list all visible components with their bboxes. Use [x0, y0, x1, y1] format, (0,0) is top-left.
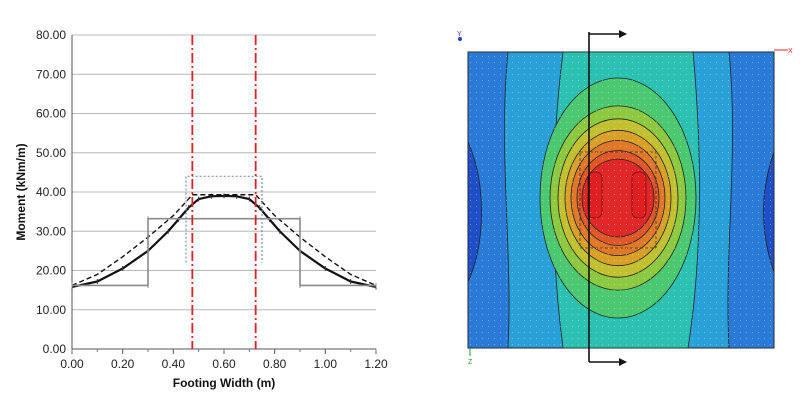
y-tick-label: 20.00 — [36, 264, 66, 278]
y-tick-label: 0.00 — [43, 342, 67, 356]
x-axis-triad-label: X — [788, 48, 793, 55]
x-axis-title: Footing Width (m) — [173, 376, 276, 390]
y-tick-label: 60.00 — [36, 107, 66, 121]
contour-field — [467, 51, 775, 349]
x-tick-label: 1.20 — [364, 357, 388, 371]
y-axis-title: Moment (kNm/m) — [14, 143, 28, 240]
y-axis-triad-label: Y — [457, 31, 462, 38]
moment-chart: 0.00 10.00 20.00 30.00 40.00 50.00 60.00 70.00 8… — [14, 28, 388, 390]
section-arrowhead-bottom — [619, 358, 627, 366]
y-tick-label: 50.00 — [36, 146, 66, 160]
series-dotted-step-line — [185, 175, 263, 263]
contour-annotations: Y X Z — [457, 30, 793, 366]
y-tick-label: 30.00 — [36, 224, 66, 238]
series-grey-step-line — [72, 217, 376, 287]
y-axis-triad-dot — [458, 37, 462, 41]
z-axis-triad-label: Z — [468, 359, 473, 366]
y-tick-label: 80.00 — [36, 28, 66, 42]
plot-area: 0.00 10.00 20.00 30.00 40.00 50.00 60.00 70.00 8… — [36, 28, 388, 371]
x-tick-label: 0.00 — [60, 357, 84, 371]
section-arrowhead-top — [619, 30, 627, 38]
x-tick-label: 0.60 — [212, 357, 236, 371]
moment-contour-plot: Y X Z — [457, 30, 793, 366]
mesh-dot-overlay — [468, 52, 774, 348]
series-solid-line — [71, 194, 377, 289]
y-tick-label: 70.00 — [36, 67, 66, 81]
x-tick-label: 0.20 — [111, 357, 135, 371]
y-tick-label: 40.00 — [36, 185, 66, 199]
x-tick-label: 0.80 — [263, 357, 287, 371]
x-tick-label: 0.40 — [162, 357, 186, 371]
y-tick-label: 10.00 — [36, 303, 66, 317]
x-tick-label: 1.00 — [314, 357, 338, 371]
